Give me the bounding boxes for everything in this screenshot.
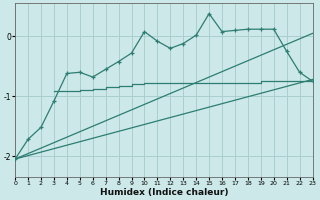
X-axis label: Humidex (Indice chaleur): Humidex (Indice chaleur) (100, 188, 228, 197)
